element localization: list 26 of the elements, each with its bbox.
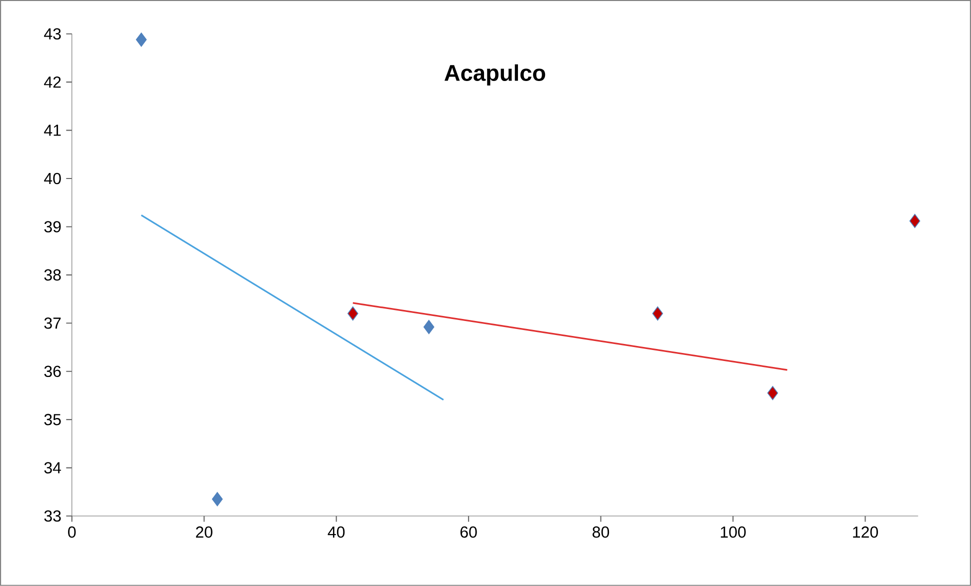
x-tick-label: 0 [68,526,76,538]
x-tick-label: 60 [460,526,477,538]
text: Acapulco [444,64,546,86]
y-tick-label: 33 [44,510,61,522]
point [136,32,147,47]
point [423,320,434,334]
y-tick-label: 36 [44,366,61,378]
point [347,306,358,321]
y-tick-label: 39 [44,221,61,232]
point [212,492,223,506]
y-tick-label: 34 [44,462,62,474]
x-tick-label: 100 [720,526,746,538]
y-tick-label: 40 [44,172,61,184]
point [652,306,664,321]
y-tick-label: 38 [44,269,61,281]
y-tick-label: 37 [44,318,61,329]
y-tick-label: 41 [44,124,61,136]
x-tick-label: 40 [328,526,345,538]
point [909,214,920,228]
y-tick-label: 43 [44,28,61,40]
x-tick-label: 80 [592,526,610,538]
y-tick-label: 35 [44,414,61,426]
x-tick-label: 120 [853,526,878,538]
point [767,386,778,400]
x-tick-label: 20 [196,526,212,538]
y-tick-label: 42 [44,76,61,88]
